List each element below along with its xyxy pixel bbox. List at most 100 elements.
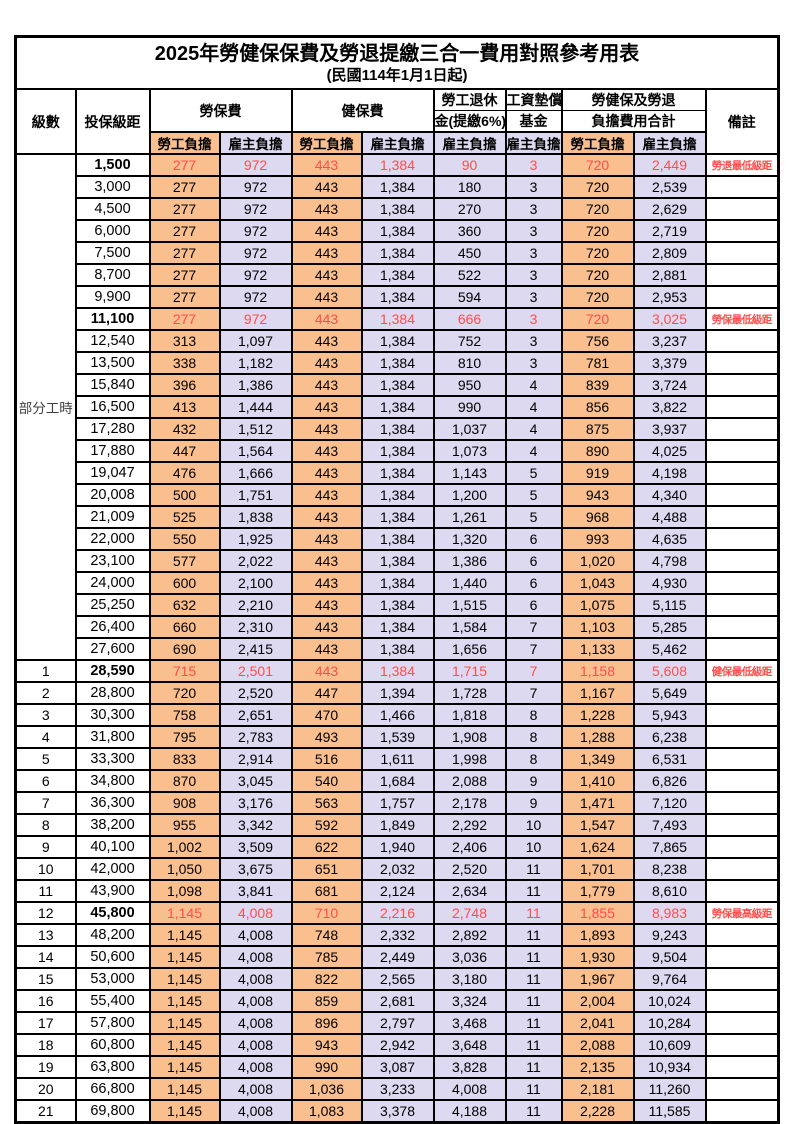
cell-insured-bracket: 69,800 (74, 1099, 151, 1124)
cell-health-employer: 2,797 (360, 1011, 435, 1035)
cell-labor-employee: 1,145 (148, 1011, 221, 1035)
cell-level: 6 (14, 769, 77, 793)
cell-health-employer: 3,233 (360, 1077, 435, 1101)
cell-total-employer: 9,504 (632, 945, 707, 969)
cell-health-employee: 443 (290, 373, 363, 397)
cell-level: 3 (14, 703, 77, 727)
cell-total-employer: 8,238 (632, 857, 707, 881)
cell-wage-fund-employer: 11 (504, 967, 563, 991)
cell-pension-employer: 1,386 (432, 549, 507, 573)
cell-remark (704, 219, 780, 243)
cell-pension-employer: 1,584 (432, 615, 507, 639)
cell-total-employee: 968 (560, 505, 635, 529)
cell-labor-employee: 1,050 (148, 857, 221, 881)
cell-labor-employer: 4,008 (218, 1011, 293, 1035)
cell-insured-bracket: 12,540 (74, 329, 151, 353)
cell-health-employee: 443 (290, 329, 363, 353)
cell-labor-employee: 758 (148, 703, 221, 727)
cell-wage-fund-employer: 6 (504, 527, 563, 551)
cell-health-employer: 1,684 (360, 769, 435, 793)
cell-labor-employer: 4,008 (218, 1055, 293, 1079)
cell-health-employer: 1,384 (360, 263, 435, 287)
table-row: 26,400 660 2,310 443 1,384 1,584 7 1,103 5,285 (16, 615, 780, 639)
cell-level: 4 (14, 725, 77, 749)
cell-health-employee: 443 (290, 439, 363, 463)
cell-health-employee: 443 (290, 241, 363, 265)
cell-labor-employer: 3,176 (218, 791, 293, 815)
cell-total-employee: 720 (560, 241, 635, 265)
cell-wage-fund-employer: 8 (504, 747, 563, 771)
cell-pension-employer: 1,440 (432, 571, 507, 595)
cell-wage-fund-employer: 7 (504, 637, 563, 661)
cell-labor-employee: 715 (148, 659, 221, 683)
cell-total-employee: 1,133 (560, 637, 635, 661)
cell-wage-fund-employer: 3 (504, 329, 563, 353)
cell-health-employee: 493 (290, 725, 363, 749)
cell-pension-employer: 1,908 (432, 725, 507, 749)
cell-labor-employer: 1,751 (218, 483, 293, 507)
cell-level: 21 (14, 1099, 77, 1124)
cell-total-employee: 1,967 (560, 967, 635, 991)
cell-pension-employer: 4,008 (432, 1077, 507, 1101)
cell-labor-employee: 600 (148, 571, 221, 595)
cell-labor-employer: 2,501 (218, 659, 293, 683)
cell-insured-bracket: 45,800 (74, 901, 151, 925)
table-row: 9,900 277 972 443 1,384 594 3 720 2,953 (16, 285, 780, 309)
cell-insured-bracket: 31,800 (74, 725, 151, 749)
cell-health-employer: 1,849 (360, 813, 435, 837)
cell-pension-employer: 2,892 (432, 923, 507, 947)
table-row: 4,500 277 972 443 1,384 270 3 720 2,629 (16, 197, 780, 221)
cell-labor-employee: 1,145 (148, 1055, 221, 1079)
cell-insured-bracket: 9,900 (74, 285, 151, 309)
cell-health-employee: 822 (290, 967, 363, 991)
cell-pension-employer: 2,634 (432, 879, 507, 903)
cell-total-employee: 720 (560, 219, 635, 243)
cell-remark (704, 351, 780, 375)
cell-total-employee: 993 (560, 527, 635, 551)
cell-total-employer: 3,937 (632, 417, 707, 441)
cell-level: 7 (14, 791, 77, 815)
cell-health-employee: 443 (290, 175, 363, 199)
cell-remark (704, 615, 780, 639)
subheader-wage-fund-employer: 雇主負擔 (504, 131, 563, 155)
cell-total-employer: 5,285 (632, 615, 707, 639)
cell-insured-bracket: 55,400 (74, 989, 151, 1013)
cell-pension-employer: 810 (432, 351, 507, 375)
cell-labor-employer: 2,022 (218, 549, 293, 573)
cell-level: 18 (14, 1033, 77, 1057)
cell-total-employee: 2,088 (560, 1033, 635, 1057)
cell-labor-employee: 1,002 (148, 835, 221, 859)
cell-health-employer: 1,384 (360, 219, 435, 243)
cell-remark (704, 1055, 780, 1079)
cell-labor-employee: 338 (148, 351, 221, 375)
cell-total-employee: 720 (560, 153, 635, 177)
table-row: 23,100 577 2,022 443 1,384 1,386 6 1,020 4,798 (16, 549, 780, 573)
cell-total-employee: 1,410 (560, 769, 635, 793)
cell-wage-fund-employer: 11 (504, 989, 563, 1013)
cell-pension-employer: 1,320 (432, 527, 507, 551)
cell-health-employee: 622 (290, 835, 363, 859)
table-row: 22,000 550 1,925 443 1,384 1,320 6 993 4,635 (16, 527, 780, 551)
table-row: 5 33,300 833 2,914 516 1,611 1,998 8 1,349 6,531 (14, 747, 780, 771)
col-header-pension-line1: 勞工退休 (432, 88, 507, 111)
cell-total-employee: 943 (560, 483, 635, 507)
cell-total-employer: 6,826 (632, 769, 707, 793)
cell-remark (704, 505, 780, 529)
cell-level: 9 (14, 835, 77, 859)
cell-health-employee: 1,083 (290, 1099, 363, 1124)
cell-insured-bracket: 28,590 (74, 659, 151, 683)
cell-wage-fund-employer: 3 (504, 307, 563, 331)
cell-pension-employer: 522 (432, 263, 507, 287)
cell-total-employer: 4,930 (632, 571, 707, 595)
cell-wage-fund-employer: 3 (504, 153, 563, 177)
cell-total-employee: 1,779 (560, 879, 635, 903)
table-row: 1 28,590 715 2,501 443 1,384 1,715 7 1,158 5,608 健… (14, 659, 780, 683)
cell-health-employer: 2,449 (360, 945, 435, 969)
cell-labor-employee: 660 (148, 615, 221, 639)
title-cell: 2025年勞健保保費及勞退提繳三合一費用對照參考用表 (民國114年1月1日起) (14, 35, 780, 90)
table-row: 19 63,800 1,145 4,008 990 3,087 3,828 11 2,135 10… (14, 1055, 780, 1079)
cell-total-employer: 3,822 (632, 395, 707, 419)
cell-wage-fund-employer: 3 (504, 263, 563, 287)
cell-health-employee: 443 (290, 153, 363, 177)
cell-insured-bracket: 26,400 (74, 615, 151, 639)
